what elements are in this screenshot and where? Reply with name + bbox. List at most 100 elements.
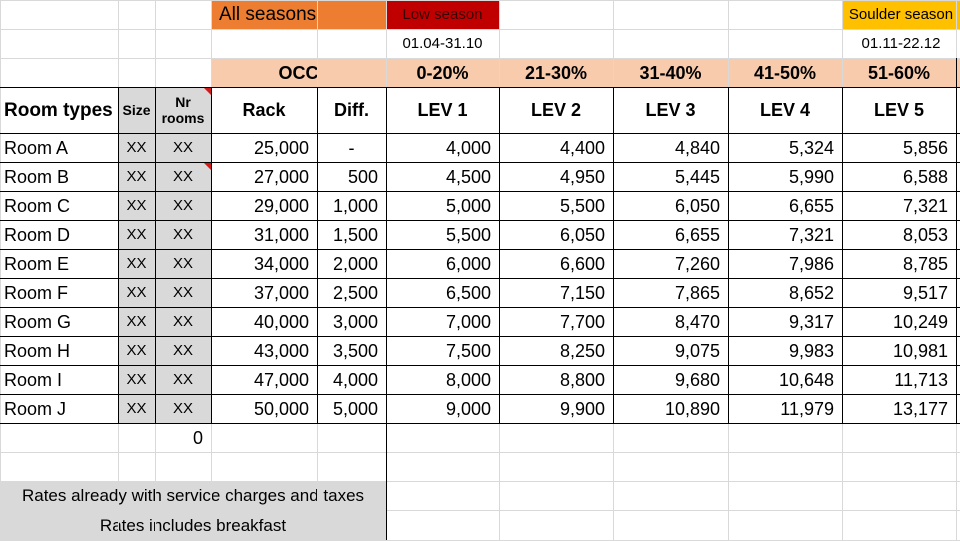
room-size-5[interactable]: XX [118, 249, 155, 278]
room-name-8[interactable]: Room H [0, 336, 118, 365]
room-name-6[interactable]: Room F [0, 278, 118, 307]
lev-1-row-10[interactable]: 9,000 [386, 394, 499, 423]
rack-4[interactable]: 31,000 [211, 220, 317, 249]
lev-2-row-2[interactable]: 4,950 [499, 162, 613, 191]
lev-1-row-3[interactable]: 5,000 [386, 191, 499, 220]
lev-header-2[interactable]: LEV 2 [499, 87, 613, 133]
lev-2-row-7[interactable]: 7,700 [499, 307, 613, 336]
occ-range-3[interactable]: 31-40% [613, 58, 728, 87]
lev-3-row-6[interactable]: 7,865 [613, 278, 728, 307]
lev-1-row-9[interactable]: 8,000 [386, 365, 499, 394]
rack-header[interactable]: Rack [211, 87, 317, 133]
room-name-10[interactable]: Room J [0, 394, 118, 423]
occ-range-2[interactable]: 21-30% [499, 58, 613, 87]
diff-1[interactable]: - [317, 133, 386, 162]
room-nr-1[interactable]: XX [155, 133, 211, 162]
lev-2-row-4[interactable]: 6,050 [499, 220, 613, 249]
room-nr-4[interactable]: XX [155, 220, 211, 249]
room-name-1[interactable]: Room A [0, 133, 118, 162]
lev-3-row-2[interactable]: 5,445 [613, 162, 728, 191]
rack-8[interactable]: 43,000 [211, 336, 317, 365]
lev-5-row-10[interactable]: 13,177 [842, 394, 956, 423]
rack-2[interactable]: 27,000 [211, 162, 317, 191]
lev-3-row-4[interactable]: 6,655 [613, 220, 728, 249]
rack-6[interactable]: 37,000 [211, 278, 317, 307]
room-size-6[interactable]: XX [118, 278, 155, 307]
shoulder-season-dates[interactable]: 01.11-22.12 [842, 29, 960, 58]
lev-1-row-2[interactable]: 4,500 [386, 162, 499, 191]
room-size-10[interactable]: XX [118, 394, 155, 423]
room-name-7[interactable]: Room G [0, 307, 118, 336]
room-name-3[interactable]: Room C [0, 191, 118, 220]
all-seasons-cell[interactable]: All seasons [211, 0, 386, 29]
lev-3-row-10[interactable]: 10,890 [613, 394, 728, 423]
diff-3[interactable]: 1,000 [317, 191, 386, 220]
low-season-cell[interactable]: Low season [386, 0, 499, 29]
total-rooms-cell[interactable]: 0 [155, 423, 211, 452]
diff-10[interactable]: 5,000 [317, 394, 386, 423]
lev-1-row-4[interactable]: 5,500 [386, 220, 499, 249]
note-line-2[interactable]: Rates includes breakfast [0, 510, 386, 540]
diff-5[interactable]: 2,000 [317, 249, 386, 278]
size-header[interactable]: Size [118, 87, 155, 133]
room-size-8[interactable]: XX [118, 336, 155, 365]
lev-1-row-7[interactable]: 7,000 [386, 307, 499, 336]
lev-3-row-9[interactable]: 9,680 [613, 365, 728, 394]
room-name-5[interactable]: Room E [0, 249, 118, 278]
room-nr-10[interactable]: XX [155, 394, 211, 423]
room-nr-5[interactable]: XX [155, 249, 211, 278]
diff-4[interactable]: 1,500 [317, 220, 386, 249]
rack-5[interactable]: 34,000 [211, 249, 317, 278]
occ-range-4[interactable]: 41-50% [728, 58, 842, 87]
room-name-9[interactable]: Room I [0, 365, 118, 394]
low-season-dates[interactable]: 01.04-31.10 [386, 29, 499, 58]
room-nr-6[interactable]: XX [155, 278, 211, 307]
rack-1[interactable]: 25,000 [211, 133, 317, 162]
room-size-4[interactable]: XX [118, 220, 155, 249]
lev-header-1[interactable]: LEV 1 [386, 87, 499, 133]
lev-4-row-10[interactable]: 11,979 [728, 394, 842, 423]
occ-row-fill-end[interactable] [956, 58, 960, 87]
rack-7[interactable]: 40,000 [211, 307, 317, 336]
lev-header-5[interactable]: LEV 5 [842, 87, 956, 133]
diff-2[interactable]: 500 [317, 162, 386, 191]
lev-3-row-7[interactable]: 8,470 [613, 307, 728, 336]
occ-range-1[interactable]: 0-20% [386, 58, 499, 87]
lev-2-row-3[interactable]: 5,500 [499, 191, 613, 220]
lev-5-row-3[interactable]: 7,321 [842, 191, 956, 220]
note-line-1[interactable]: Rates already with service charges and t… [0, 481, 386, 510]
room-name-4[interactable]: Room D [0, 220, 118, 249]
lev-header-3[interactable]: LEV 3 [613, 87, 728, 133]
room-size-3[interactable]: XX [118, 191, 155, 220]
nr-rooms-header[interactable]: Nr rooms [155, 87, 211, 133]
lev-4-row-5[interactable]: 7,986 [728, 249, 842, 278]
occ-range-5[interactable]: 51-60% [842, 58, 956, 87]
room-nr-7[interactable]: XX [155, 307, 211, 336]
lev-3-row-5[interactable]: 7,260 [613, 249, 728, 278]
lev-3-row-3[interactable]: 6,050 [613, 191, 728, 220]
shoulder-season-cell[interactable]: Soulder season [842, 0, 960, 29]
room-size-2[interactable]: XX [118, 162, 155, 191]
room-name-2[interactable]: Room B [0, 162, 118, 191]
lev-1-row-1[interactable]: 4,000 [386, 133, 499, 162]
lev-2-row-10[interactable]: 9,900 [499, 394, 613, 423]
occ-label-cell[interactable]: OCC [211, 58, 386, 87]
lev-1-row-5[interactable]: 6,000 [386, 249, 499, 278]
lev-5-row-2[interactable]: 6,588 [842, 162, 956, 191]
diff-8[interactable]: 3,500 [317, 336, 386, 365]
lev-2-row-8[interactable]: 8,250 [499, 336, 613, 365]
lev-3-row-1[interactable]: 4,840 [613, 133, 728, 162]
lev-5-row-5[interactable]: 8,785 [842, 249, 956, 278]
lev-2-row-5[interactable]: 6,600 [499, 249, 613, 278]
lev-1-row-6[interactable]: 6,500 [386, 278, 499, 307]
rack-10[interactable]: 50,000 [211, 394, 317, 423]
room-size-9[interactable]: XX [118, 365, 155, 394]
diff-7[interactable]: 3,000 [317, 307, 386, 336]
room-types-header[interactable]: Room types [0, 87, 118, 133]
lev-5-row-4[interactable]: 8,053 [842, 220, 956, 249]
lev-4-row-4[interactable]: 7,321 [728, 220, 842, 249]
room-nr-9[interactable]: XX [155, 365, 211, 394]
lev-4-row-2[interactable]: 5,990 [728, 162, 842, 191]
lev-4-row-8[interactable]: 9,983 [728, 336, 842, 365]
lev-1-row-8[interactable]: 7,500 [386, 336, 499, 365]
